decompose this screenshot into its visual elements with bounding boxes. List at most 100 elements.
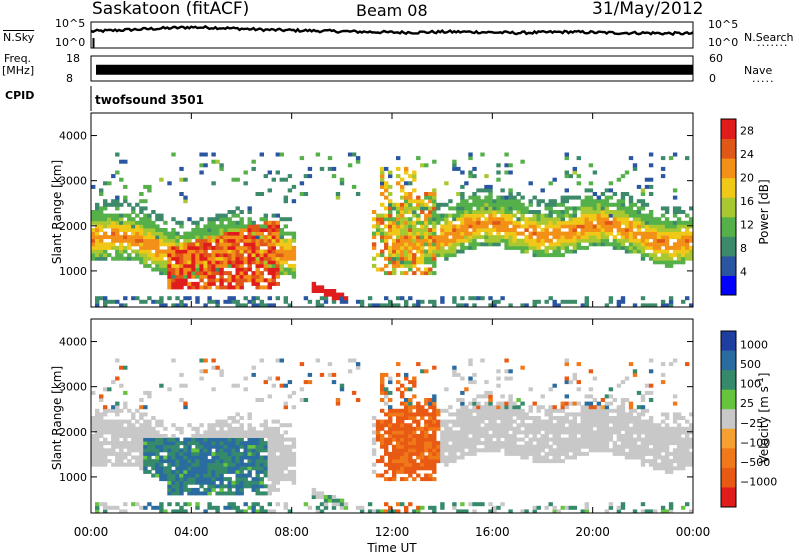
velocity-cell bbox=[512, 412, 517, 417]
velocity-cell bbox=[564, 416, 569, 420]
power-cell bbox=[632, 224, 638, 229]
power-cell bbox=[664, 217, 670, 222]
velocity-cell bbox=[199, 451, 204, 456]
velocity-cell bbox=[616, 434, 622, 438]
velocity-cell bbox=[632, 408, 638, 413]
power-cell bbox=[616, 177, 622, 182]
velocity-cell bbox=[235, 509, 240, 514]
velocity-cell bbox=[572, 437, 577, 442]
power-cell bbox=[111, 238, 116, 243]
velocity-cell bbox=[689, 423, 694, 428]
power-cell bbox=[171, 278, 176, 283]
velocity-cell bbox=[187, 441, 192, 446]
power-cell bbox=[215, 256, 220, 261]
power-cell bbox=[123, 199, 128, 204]
velocity-cell bbox=[287, 477, 293, 482]
power-cell bbox=[331, 299, 337, 304]
velocity-cell bbox=[460, 455, 465, 460]
velocity-cell bbox=[155, 459, 160, 464]
velocity-cell bbox=[452, 372, 457, 377]
power-cell bbox=[484, 188, 489, 193]
power-heatmap bbox=[91, 152, 694, 308]
power-cell bbox=[355, 192, 361, 196]
power-cell bbox=[392, 238, 397, 243]
velocity-cell bbox=[203, 444, 208, 449]
power-cell bbox=[488, 206, 493, 211]
velocity-cell bbox=[123, 502, 128, 507]
power-cell bbox=[143, 256, 148, 261]
power-cell bbox=[323, 289, 329, 293]
noise-panel-frame bbox=[90, 21, 694, 49]
power-cell bbox=[564, 220, 569, 225]
power-cell bbox=[685, 156, 690, 161]
velocity-cell bbox=[91, 390, 96, 395]
velocity-cell bbox=[612, 441, 618, 446]
velocity-cell bbox=[187, 455, 192, 460]
velocity-cell bbox=[255, 444, 260, 449]
power-cell bbox=[219, 260, 224, 265]
velocity-cell bbox=[231, 469, 236, 474]
velocity-cell bbox=[131, 412, 136, 417]
power-cell bbox=[267, 253, 272, 258]
power-cell bbox=[111, 202, 116, 207]
velocity-cell bbox=[207, 448, 212, 453]
nsearch-tick-bottom: 10^0 bbox=[708, 36, 739, 49]
velocity-cell bbox=[536, 423, 541, 428]
power-cell bbox=[660, 220, 666, 225]
velocity-cell bbox=[488, 502, 493, 507]
velocity-cell bbox=[171, 441, 176, 446]
nsky-label: N.Sky bbox=[3, 31, 35, 44]
power-cell bbox=[448, 253, 453, 258]
power-cell bbox=[392, 220, 397, 225]
velocity-cell bbox=[103, 387, 108, 392]
power-cell bbox=[685, 242, 690, 247]
velocity-cell bbox=[388, 505, 393, 510]
velocity-cell bbox=[528, 448, 533, 453]
power-cell bbox=[159, 267, 164, 272]
velocity-cell bbox=[167, 473, 172, 478]
power-cell bbox=[203, 274, 208, 279]
velocity-cell bbox=[484, 412, 489, 417]
power-cell bbox=[544, 202, 549, 207]
power-cell bbox=[668, 296, 674, 301]
velocity-cell bbox=[183, 480, 188, 485]
power-cell bbox=[159, 260, 164, 265]
velocity-cell bbox=[167, 502, 172, 507]
velocity-cell bbox=[685, 459, 690, 464]
power-cell bbox=[464, 217, 469, 222]
velocity-cell bbox=[460, 416, 465, 420]
velocity-cell bbox=[147, 451, 152, 456]
power-cell bbox=[420, 206, 425, 211]
velocity-cell bbox=[632, 430, 638, 435]
velocity-cell bbox=[179, 477, 184, 482]
power-cell bbox=[103, 199, 108, 204]
velocity-cell bbox=[412, 416, 417, 420]
power-cell bbox=[432, 238, 437, 243]
velocity-cell bbox=[472, 423, 477, 428]
velocity-cell bbox=[608, 434, 614, 438]
velocity-cell bbox=[600, 405, 606, 410]
power-cell bbox=[199, 253, 204, 258]
velocity-cell bbox=[343, 505, 349, 510]
velocity-cell bbox=[404, 376, 409, 381]
velocity-cell bbox=[127, 459, 132, 464]
power-cell bbox=[468, 242, 473, 247]
power-cell bbox=[408, 181, 413, 186]
power-cell bbox=[452, 213, 457, 218]
power-cell bbox=[444, 217, 449, 222]
power-cell bbox=[440, 231, 445, 236]
velocity-cell bbox=[428, 437, 433, 442]
power-cell bbox=[99, 210, 104, 214]
power-cell bbox=[628, 213, 634, 218]
power-cell bbox=[267, 245, 272, 250]
velocity-cell bbox=[179, 455, 184, 460]
power-cell bbox=[544, 235, 549, 240]
power-cell bbox=[107, 213, 112, 218]
power-cell bbox=[219, 285, 224, 290]
power-cell bbox=[151, 253, 156, 258]
power-cell bbox=[99, 238, 104, 243]
power-cell bbox=[384, 217, 389, 222]
velocity-cell bbox=[359, 509, 365, 514]
velocity-cell bbox=[303, 398, 309, 402]
velocity-cell bbox=[171, 423, 176, 428]
